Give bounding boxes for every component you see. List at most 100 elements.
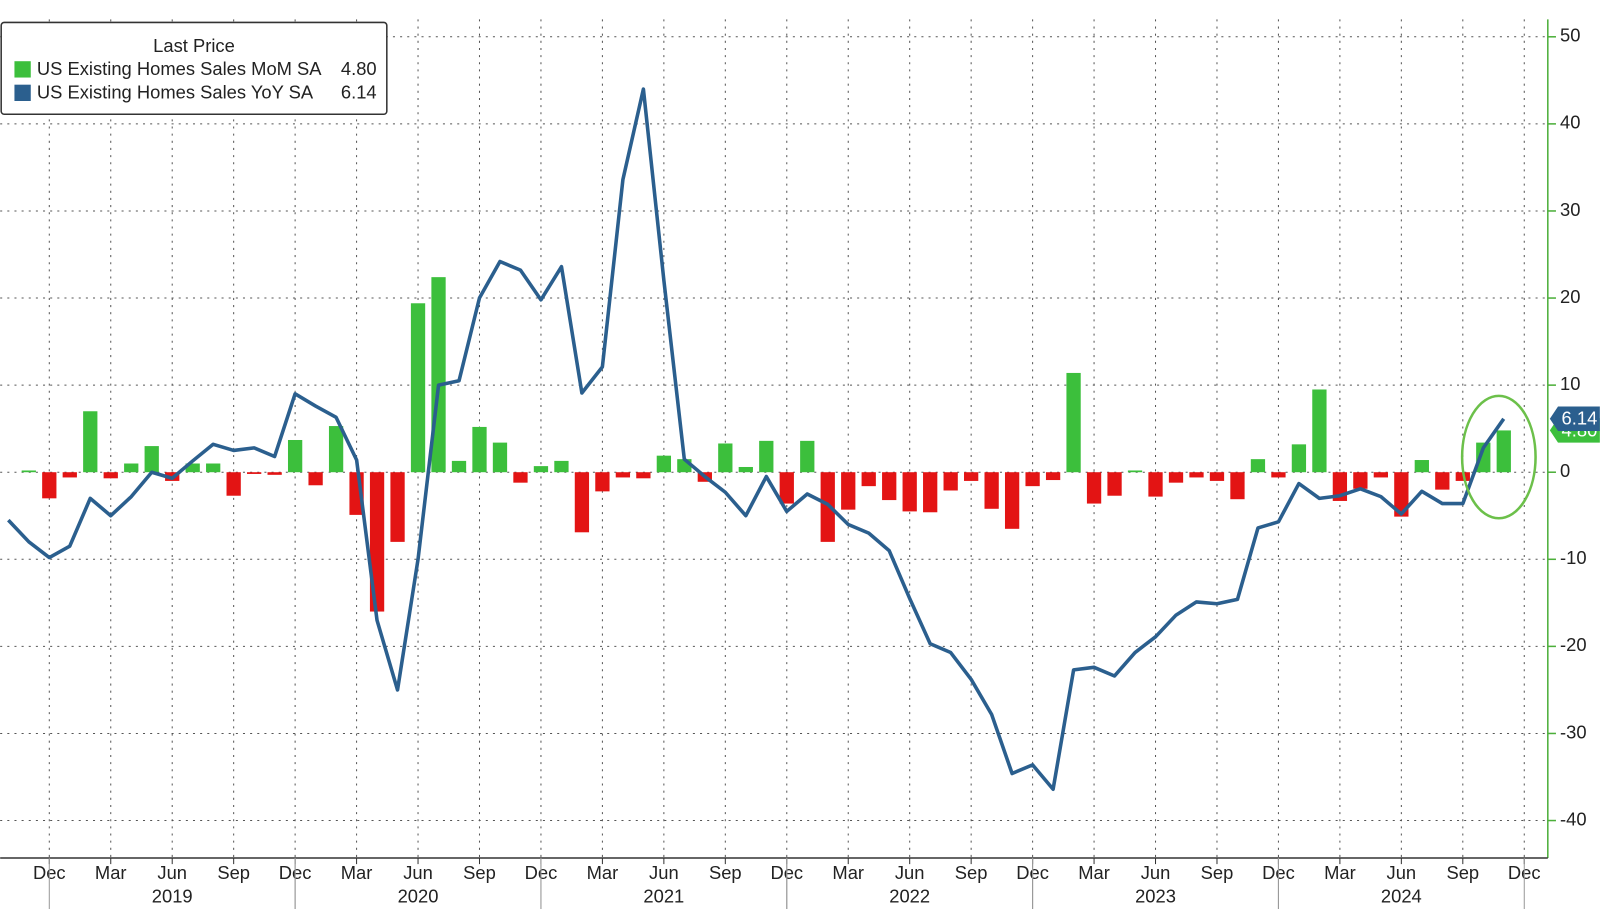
legend-box <box>0 21 388 116</box>
bar <box>1168 472 1184 483</box>
bar <box>1394 472 1409 517</box>
bar <box>1004 472 1020 529</box>
y-tick-label: -20 <box>1560 634 1587 655</box>
bar <box>492 442 508 473</box>
legend-swatch <box>14 84 31 101</box>
bar <box>759 440 774 473</box>
bar <box>247 472 262 474</box>
bar <box>369 472 385 612</box>
plot-area <box>0 19 1548 858</box>
bar <box>533 466 549 473</box>
bar <box>554 460 569 473</box>
legend-title: Last Price <box>153 35 235 56</box>
y-tick-label: 30 <box>1560 199 1580 220</box>
bar <box>902 472 917 512</box>
bar <box>1250 459 1266 473</box>
x-tick-label: Sep <box>217 862 250 883</box>
bar <box>1086 472 1102 504</box>
bar <box>226 472 241 496</box>
bar <box>287 439 303 473</box>
x-tick-label: Mar <box>587 862 619 883</box>
year-label: 2020 <box>398 886 439 907</box>
bar <box>656 455 672 473</box>
bar <box>636 472 651 479</box>
year-label: 2023 <box>1135 886 1176 907</box>
x-tick-label: Mar <box>1078 862 1110 883</box>
bar <box>1271 472 1286 478</box>
bar <box>308 472 323 486</box>
x-tick-label: Sep <box>1201 862 1234 883</box>
bar <box>83 411 98 473</box>
bar <box>1230 472 1245 500</box>
x-tick-label: Jun <box>403 862 433 883</box>
bar <box>1496 430 1511 473</box>
bar <box>1127 470 1143 473</box>
bar <box>595 472 610 492</box>
bar <box>1353 472 1368 489</box>
bar <box>984 472 999 509</box>
bar <box>62 472 77 478</box>
bar <box>1373 472 1389 478</box>
y-tick-label: 10 <box>1560 373 1580 394</box>
bar <box>738 466 753 473</box>
legend-swatch <box>14 61 31 78</box>
y-tick-label: -30 <box>1560 721 1587 742</box>
x-tick-label: Mar <box>832 862 864 883</box>
bar <box>779 472 794 504</box>
bar <box>882 472 897 501</box>
year-label: 2021 <box>643 886 684 907</box>
x-tick-label: Jun <box>895 862 925 883</box>
year-label: 2022 <box>889 886 930 907</box>
bar <box>923 472 938 513</box>
last-value-tag: 6.14 <box>1549 406 1600 431</box>
bar <box>410 303 426 473</box>
legend-label: US Existing Homes Sales MoM SA <box>37 58 322 79</box>
bar <box>42 472 57 499</box>
bar <box>1414 460 1429 473</box>
bar <box>841 472 856 510</box>
bar <box>861 472 876 487</box>
bar <box>1025 472 1040 487</box>
year-label: 2019 <box>152 886 193 907</box>
bar <box>574 472 590 533</box>
bar <box>21 470 36 473</box>
y-tick-label: -10 <box>1560 547 1587 568</box>
bar <box>1066 372 1081 473</box>
x-tick-label: Mar <box>341 862 373 883</box>
bar <box>800 440 815 473</box>
y-tick-label: -40 <box>1560 808 1587 829</box>
x-tick-label: Jun <box>649 862 679 883</box>
bar <box>943 472 958 491</box>
x-tick-label: Jun <box>1387 862 1417 883</box>
legend-value: 4.80 <box>341 58 377 79</box>
bar <box>1312 389 1327 473</box>
bar <box>103 472 118 479</box>
bar <box>124 463 139 473</box>
bar <box>1148 472 1163 497</box>
legend-value: 6.14 <box>341 82 377 103</box>
highlight-ellipse <box>1460 394 1537 520</box>
bar <box>451 460 467 473</box>
legend: Last Price US Existing Homes Sales MoM S… <box>0 21 388 116</box>
x-tick-label: Sep <box>955 862 988 883</box>
line <box>7 87 1506 792</box>
x-tick-label: Mar <box>1324 862 1356 883</box>
bar <box>472 426 487 473</box>
bar <box>267 472 282 475</box>
x-tick-label: Sep <box>463 862 496 883</box>
bar <box>1435 472 1450 490</box>
bar <box>513 472 528 483</box>
bar <box>390 472 405 542</box>
bar <box>615 472 631 478</box>
bar <box>206 463 221 473</box>
tag-shape <box>1549 406 1600 431</box>
bar <box>328 426 344 473</box>
y-tick-label: 20 <box>1560 286 1580 307</box>
x-tick-label: Jun <box>157 862 187 883</box>
bar <box>1476 442 1491 473</box>
x-tick-label: Sep <box>1446 862 1479 883</box>
bar <box>185 463 200 473</box>
x-tick-label: Jun <box>1141 862 1171 883</box>
